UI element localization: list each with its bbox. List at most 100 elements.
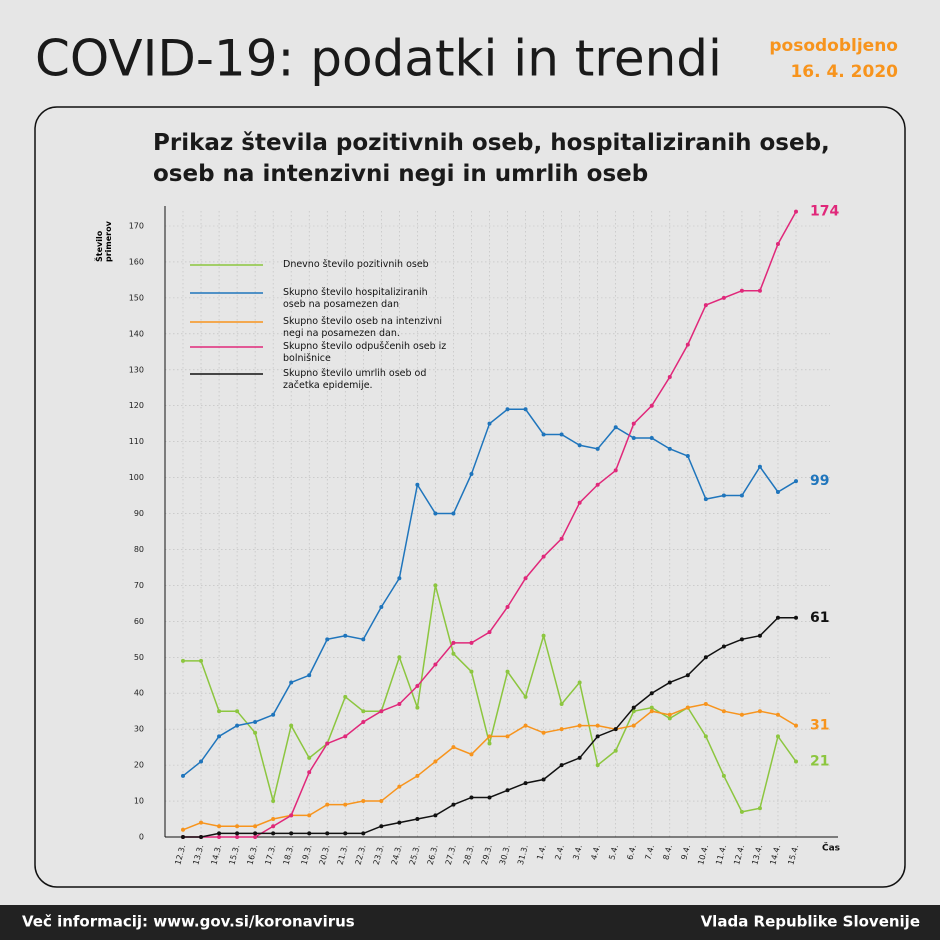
y-tick-label: 170 [129, 222, 144, 231]
point [379, 709, 384, 714]
point [505, 407, 510, 412]
point [721, 773, 726, 778]
point [253, 719, 258, 724]
point [361, 719, 366, 724]
point [379, 824, 384, 829]
x-tick-label: 16.3. [246, 844, 260, 866]
y-tick-label: 160 [129, 257, 144, 266]
point [667, 716, 672, 721]
point [415, 773, 420, 778]
point [523, 723, 528, 728]
updated-date: 16. 4. 2020 [790, 62, 898, 82]
point [577, 443, 582, 448]
point [343, 802, 348, 807]
x-tick-label: 29.3. [480, 844, 494, 866]
point [505, 669, 510, 674]
point [217, 831, 222, 836]
y-tick-label: 60 [134, 617, 144, 626]
y-tick-label: 0 [139, 833, 144, 842]
x-tick-label: 15.3. [227, 844, 241, 866]
point [523, 694, 528, 699]
point [739, 493, 744, 498]
legend-label: Skupno število odpuščenih oseb iz bolniš… [283, 341, 447, 364]
point [794, 759, 798, 764]
point [307, 755, 312, 760]
point [487, 795, 492, 800]
x-tick-label: 9.4. [680, 844, 693, 861]
point [469, 795, 474, 800]
point [379, 604, 384, 609]
point [541, 554, 546, 559]
point [667, 712, 672, 717]
point [613, 468, 618, 473]
point [235, 835, 240, 839]
footer-right: Vlada Republike Slovenije [701, 913, 920, 931]
point [559, 536, 564, 541]
point [469, 669, 474, 674]
point [487, 741, 492, 746]
point [775, 615, 780, 620]
point [235, 723, 240, 728]
x-tick-label: 4.4. [589, 844, 602, 861]
point [703, 655, 708, 660]
point [631, 436, 636, 441]
point [433, 583, 438, 588]
x-tick-label: 19.3. [300, 844, 314, 866]
legend-label: Dnevno število pozitivnih oseb [283, 259, 429, 270]
point [289, 813, 294, 818]
point [325, 802, 330, 807]
y-tick-label: 10 [134, 797, 144, 806]
point [775, 734, 780, 739]
x-tick-label: 7.4. [643, 844, 656, 861]
point [721, 295, 726, 300]
x-tick-label: 3.4. [571, 844, 584, 861]
point [559, 763, 564, 768]
point [757, 288, 762, 293]
point [649, 709, 654, 714]
x-tick-label: 1.4. [535, 844, 548, 861]
point [649, 403, 654, 408]
point [217, 734, 222, 739]
point [217, 709, 222, 714]
end-label: 21 [810, 754, 829, 770]
point [325, 637, 330, 642]
point [469, 752, 474, 757]
point [379, 799, 384, 804]
end-label: 99 [810, 473, 829, 489]
point [613, 727, 618, 732]
point [613, 748, 618, 753]
series-line [182, 703, 797, 831]
point [271, 831, 276, 836]
point [613, 425, 618, 430]
x-tick-label: 24.3. [390, 844, 404, 866]
point [794, 615, 798, 620]
point [595, 446, 600, 451]
point [181, 773, 185, 778]
point [361, 831, 366, 836]
point [433, 759, 438, 764]
point [595, 723, 600, 728]
legend-label: Skupno število hospitaliziranih oseb na … [283, 287, 428, 310]
y-tick-label: 140 [129, 329, 144, 338]
point [397, 702, 402, 707]
point [577, 500, 582, 505]
point [649, 691, 654, 696]
point [541, 730, 546, 735]
y-tick-label: 120 [129, 401, 144, 410]
point [199, 820, 204, 825]
x-tick-label: 11.4. [714, 844, 728, 866]
point [523, 781, 528, 786]
point [739, 288, 744, 293]
point [307, 813, 312, 818]
y-tick-label: 50 [134, 653, 144, 662]
point [451, 802, 456, 807]
point [523, 576, 528, 581]
x-tick-label: 25.3. [408, 844, 422, 866]
point [577, 680, 582, 685]
point [757, 709, 762, 714]
point [505, 788, 510, 793]
point [649, 705, 654, 710]
point [415, 705, 420, 710]
x-tick-label: 5.4. [607, 844, 620, 861]
point [487, 421, 492, 426]
